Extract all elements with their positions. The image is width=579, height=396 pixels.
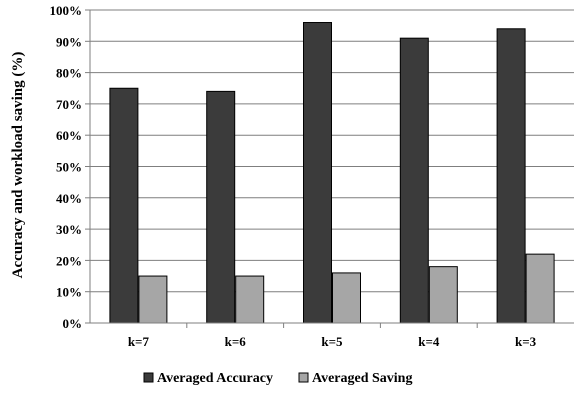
bar-saving (525, 253, 555, 324)
x-axis-ticks: k=7 k=6 k=5 k=4 k=3 (128, 323, 537, 349)
y-tick-label: 100% (50, 3, 83, 18)
y-tick-label: 40% (56, 191, 82, 206)
axes (89, 10, 574, 324)
y-tick-label: 60% (56, 128, 82, 143)
bar-saving (332, 272, 361, 324)
x-tick-label: k=4 (418, 334, 440, 349)
bar-accuracy (399, 37, 429, 324)
y-tick-label: 30% (56, 222, 82, 237)
y-tick-label: 80% (56, 66, 82, 81)
legend-label: Averaged Accuracy (157, 371, 273, 386)
bar-saving (138, 275, 168, 324)
bar-accuracy (109, 87, 139, 324)
bar-accuracy (496, 28, 526, 324)
bar-saving (235, 275, 265, 324)
y-tick-label: 0% (63, 316, 83, 331)
y-axis-ticks: 0% 10% 20% 30% 40% 50% 60% 70% 80% 90% 100% (50, 3, 90, 331)
x-tick-label: k=3 (515, 334, 537, 349)
bar-saving (428, 266, 458, 324)
bar-accuracy (206, 90, 236, 324)
y-axis-label: Accuracy and workload saving (%) (10, 52, 26, 279)
x-tick-label: k=5 (321, 334, 343, 349)
legend-label: Averaged Saving (312, 371, 412, 386)
legend-swatch (298, 372, 309, 383)
legend: Averaged Accuracy Averaged Saving (143, 371, 412, 386)
x-tick-label: k=7 (128, 334, 150, 349)
y-tick-label: 90% (56, 34, 82, 49)
y-tick-label: 20% (56, 253, 82, 268)
y-tick-label: 70% (56, 97, 82, 112)
y-tick-label: 10% (56, 285, 82, 300)
legend-swatch (143, 372, 154, 383)
bars (109, 22, 555, 324)
x-tick-label: k=6 (225, 334, 247, 349)
bar-accuracy (303, 22, 332, 324)
y-tick-label: 50% (56, 160, 82, 175)
